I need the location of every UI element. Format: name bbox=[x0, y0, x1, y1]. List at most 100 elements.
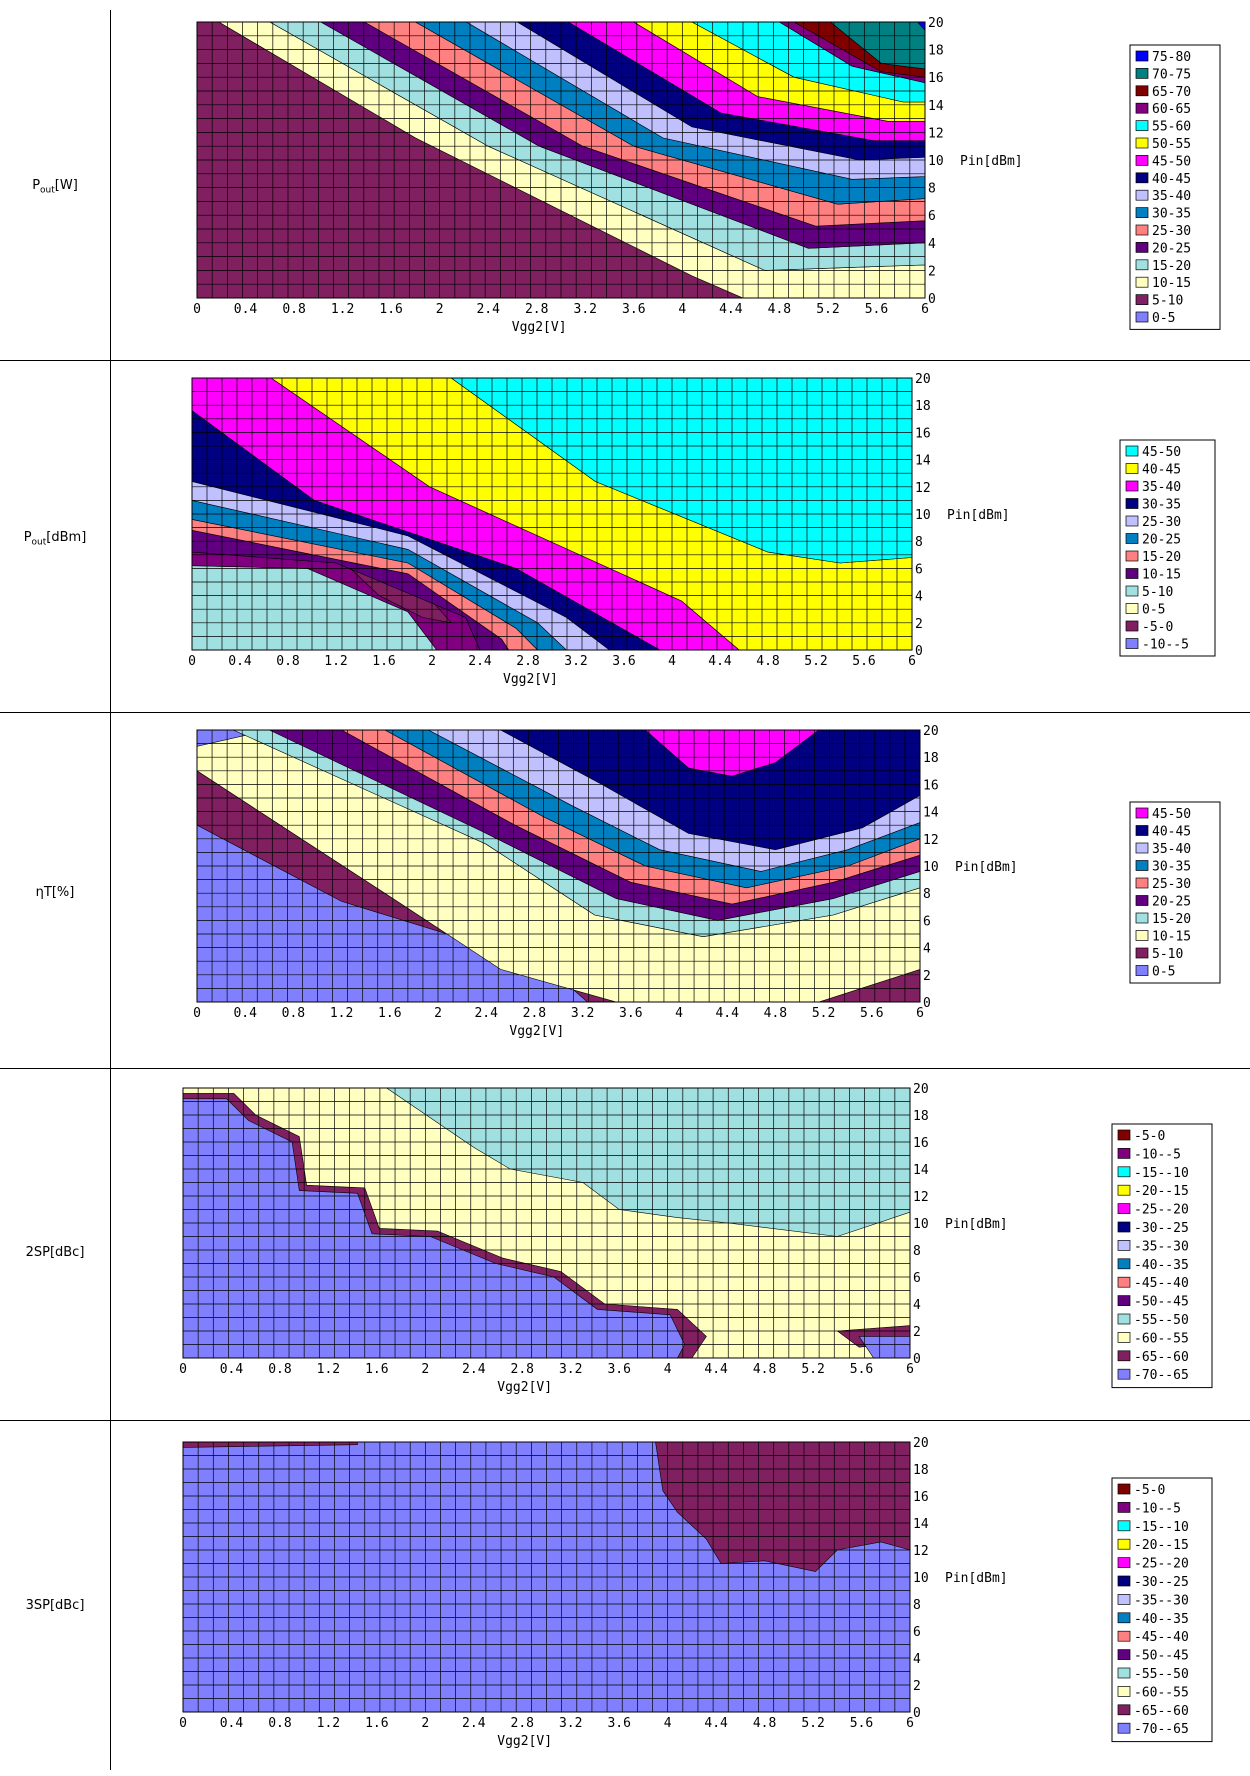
row-label-pout-dbm: Pout[dBm] bbox=[23, 530, 87, 548]
legend-label: 30-35 bbox=[1152, 860, 1191, 875]
x-tick-label: 0.4 bbox=[234, 302, 258, 317]
chart-3: 0 0.4 0.8 1.2 1.6 2 2.4 2.8 3.2 3.6 4 4.4 4.8 5.2 5.6 6… bbox=[193, 724, 1221, 1039]
y-tick-label: 8 bbox=[913, 1598, 921, 1613]
legend-label: -10--5 bbox=[1134, 1147, 1181, 1162]
x-tick-label: 1.2 bbox=[317, 1362, 340, 1377]
y-tick-label: 18 bbox=[913, 1463, 929, 1478]
legend: -5-0 -10--5 -15--10 -20--15 -25--20 -30--25 -3… bbox=[1111, 1477, 1213, 1743]
x-axis-label: Vgg2[V] bbox=[497, 1734, 552, 1749]
x-tick-label: 3.2 bbox=[571, 1006, 594, 1021]
x-tick-label: 0 bbox=[193, 302, 201, 317]
x-tick-label: 5.6 bbox=[850, 1716, 873, 1731]
legend-label: -45--40 bbox=[1134, 1276, 1189, 1291]
legend-swatch bbox=[1135, 807, 1149, 819]
legend-swatch bbox=[1117, 1166, 1131, 1178]
legend-label: -30--25 bbox=[1134, 1221, 1189, 1236]
x-tick-label: 0.4 bbox=[220, 1716, 244, 1731]
x-tick-label: 2 bbox=[421, 1716, 429, 1731]
row-label-efficiency: ηT[%] bbox=[35, 885, 75, 900]
x-tick-label: 3.2 bbox=[559, 1362, 582, 1377]
chart-2: 0 0.4 0.8 1.2 1.6 2 2.4 2.8 3.2 3.6 4 4.4 4.8 5.2 5.6 6… bbox=[188, 372, 1216, 687]
x-tick-label: 2.4 bbox=[468, 654, 492, 669]
legend-label: -40--35 bbox=[1134, 1258, 1189, 1273]
legend: -5-0 -10--5 -15--10 -20--15 -25--20 -30--25 -3… bbox=[1111, 1123, 1213, 1389]
plot-frame bbox=[196, 21, 926, 299]
legend-swatch bbox=[1117, 1203, 1131, 1214]
y-tick-label: 8 bbox=[928, 182, 936, 197]
legend-label: 15-20 bbox=[1142, 550, 1181, 565]
legend-label: 35-40 bbox=[1152, 189, 1191, 204]
y-tick-label: 20 bbox=[928, 16, 944, 31]
legend-swatch bbox=[1135, 825, 1149, 836]
row-divider bbox=[0, 712, 1250, 713]
y-tick-label: 14 bbox=[915, 454, 931, 469]
y-tick-label: 10 bbox=[928, 154, 944, 169]
legend-swatch bbox=[1135, 155, 1149, 166]
legend-swatch bbox=[1117, 1630, 1131, 1642]
legend-label: 25-30 bbox=[1152, 224, 1191, 239]
legend-frame bbox=[1111, 1477, 1213, 1743]
y-tick-label: 12 bbox=[913, 1190, 929, 1205]
legend-label: -15--10 bbox=[1134, 1166, 1189, 1181]
y-tick-label: 20 bbox=[923, 724, 939, 739]
x-tick-label: 5.6 bbox=[852, 654, 875, 669]
y-tick-label: 16 bbox=[913, 1490, 929, 1505]
x-tick-label: 0.4 bbox=[233, 1006, 257, 1021]
x-axis-label: Vgg2[V] bbox=[497, 1380, 552, 1395]
y-tick-label: 6 bbox=[915, 562, 923, 577]
x-tick-label: 4 bbox=[664, 1362, 672, 1377]
legend-label: 45-50 bbox=[1152, 807, 1191, 822]
legend-swatch bbox=[1135, 172, 1149, 184]
y-tick-label: 4 bbox=[923, 942, 931, 957]
legend-swatch bbox=[1117, 1649, 1131, 1660]
legend-label: 40-45 bbox=[1142, 463, 1181, 478]
y-tick-label: 20 bbox=[915, 372, 931, 387]
legend-swatch bbox=[1117, 1704, 1131, 1716]
legend-swatch bbox=[1125, 638, 1139, 649]
x-tick-label: 0.8 bbox=[282, 1006, 305, 1021]
legend-swatch bbox=[1125, 603, 1139, 614]
x-tick-label: 4.8 bbox=[768, 302, 791, 317]
y-axis-label: Pin[dBm] bbox=[960, 154, 1023, 169]
legend-label: 75-80 bbox=[1152, 50, 1191, 65]
legend-swatch bbox=[1135, 68, 1149, 79]
legend-swatch bbox=[1117, 1148, 1131, 1159]
y-tick-label: 16 bbox=[928, 71, 944, 86]
legend-label: -70--65 bbox=[1134, 1722, 1189, 1737]
y-tick-label: 20 bbox=[913, 1082, 929, 1097]
legend-label: 40-45 bbox=[1152, 172, 1191, 187]
x-axis-label: Vgg2[V] bbox=[503, 672, 558, 687]
legend-swatch bbox=[1135, 842, 1149, 854]
x-tick-label: 2 bbox=[428, 654, 436, 669]
x-tick-label: 4.8 bbox=[753, 1716, 776, 1731]
legend-swatch bbox=[1135, 224, 1149, 236]
legend-label: 20-25 bbox=[1142, 533, 1181, 548]
row-divider bbox=[0, 1068, 1250, 1069]
legend-swatch bbox=[1135, 877, 1149, 889]
x-tick-label: 5.2 bbox=[801, 1716, 824, 1731]
x-tick-label: 2.4 bbox=[462, 1716, 486, 1731]
x-tick-label: 4 bbox=[675, 1006, 683, 1021]
legend-swatch bbox=[1117, 1594, 1131, 1605]
row-label-3sp: 3SP[dBc] bbox=[25, 1598, 85, 1613]
legend-label: 30-35 bbox=[1152, 207, 1191, 222]
legend-label: 0-5 bbox=[1142, 603, 1165, 618]
legend-swatch bbox=[1135, 189, 1149, 201]
legend-label: 30-35 bbox=[1142, 498, 1181, 513]
legend-swatch bbox=[1125, 585, 1139, 597]
contour-band bbox=[829, 22, 925, 70]
legend: 45-50 40-45 35-40 30-35 25-30 20-25 15-20 10-15… bbox=[1119, 439, 1216, 657]
y-tick-label: 6 bbox=[913, 1625, 921, 1640]
legend-label: 60-65 bbox=[1152, 102, 1191, 117]
legend-swatch bbox=[1135, 259, 1149, 271]
legend-label: 10-15 bbox=[1152, 930, 1191, 945]
x-tick-label: 0.4 bbox=[220, 1362, 244, 1377]
plot-frame bbox=[182, 1441, 911, 1713]
x-tick-label: 0.8 bbox=[282, 302, 305, 317]
legend-label: -20--15 bbox=[1134, 1184, 1189, 1199]
x-tick-label: 4.8 bbox=[753, 1362, 776, 1377]
y-tick-label: 12 bbox=[913, 1544, 929, 1559]
y-tick-label: 0 bbox=[915, 644, 923, 659]
contour-band bbox=[183, 1442, 358, 1448]
